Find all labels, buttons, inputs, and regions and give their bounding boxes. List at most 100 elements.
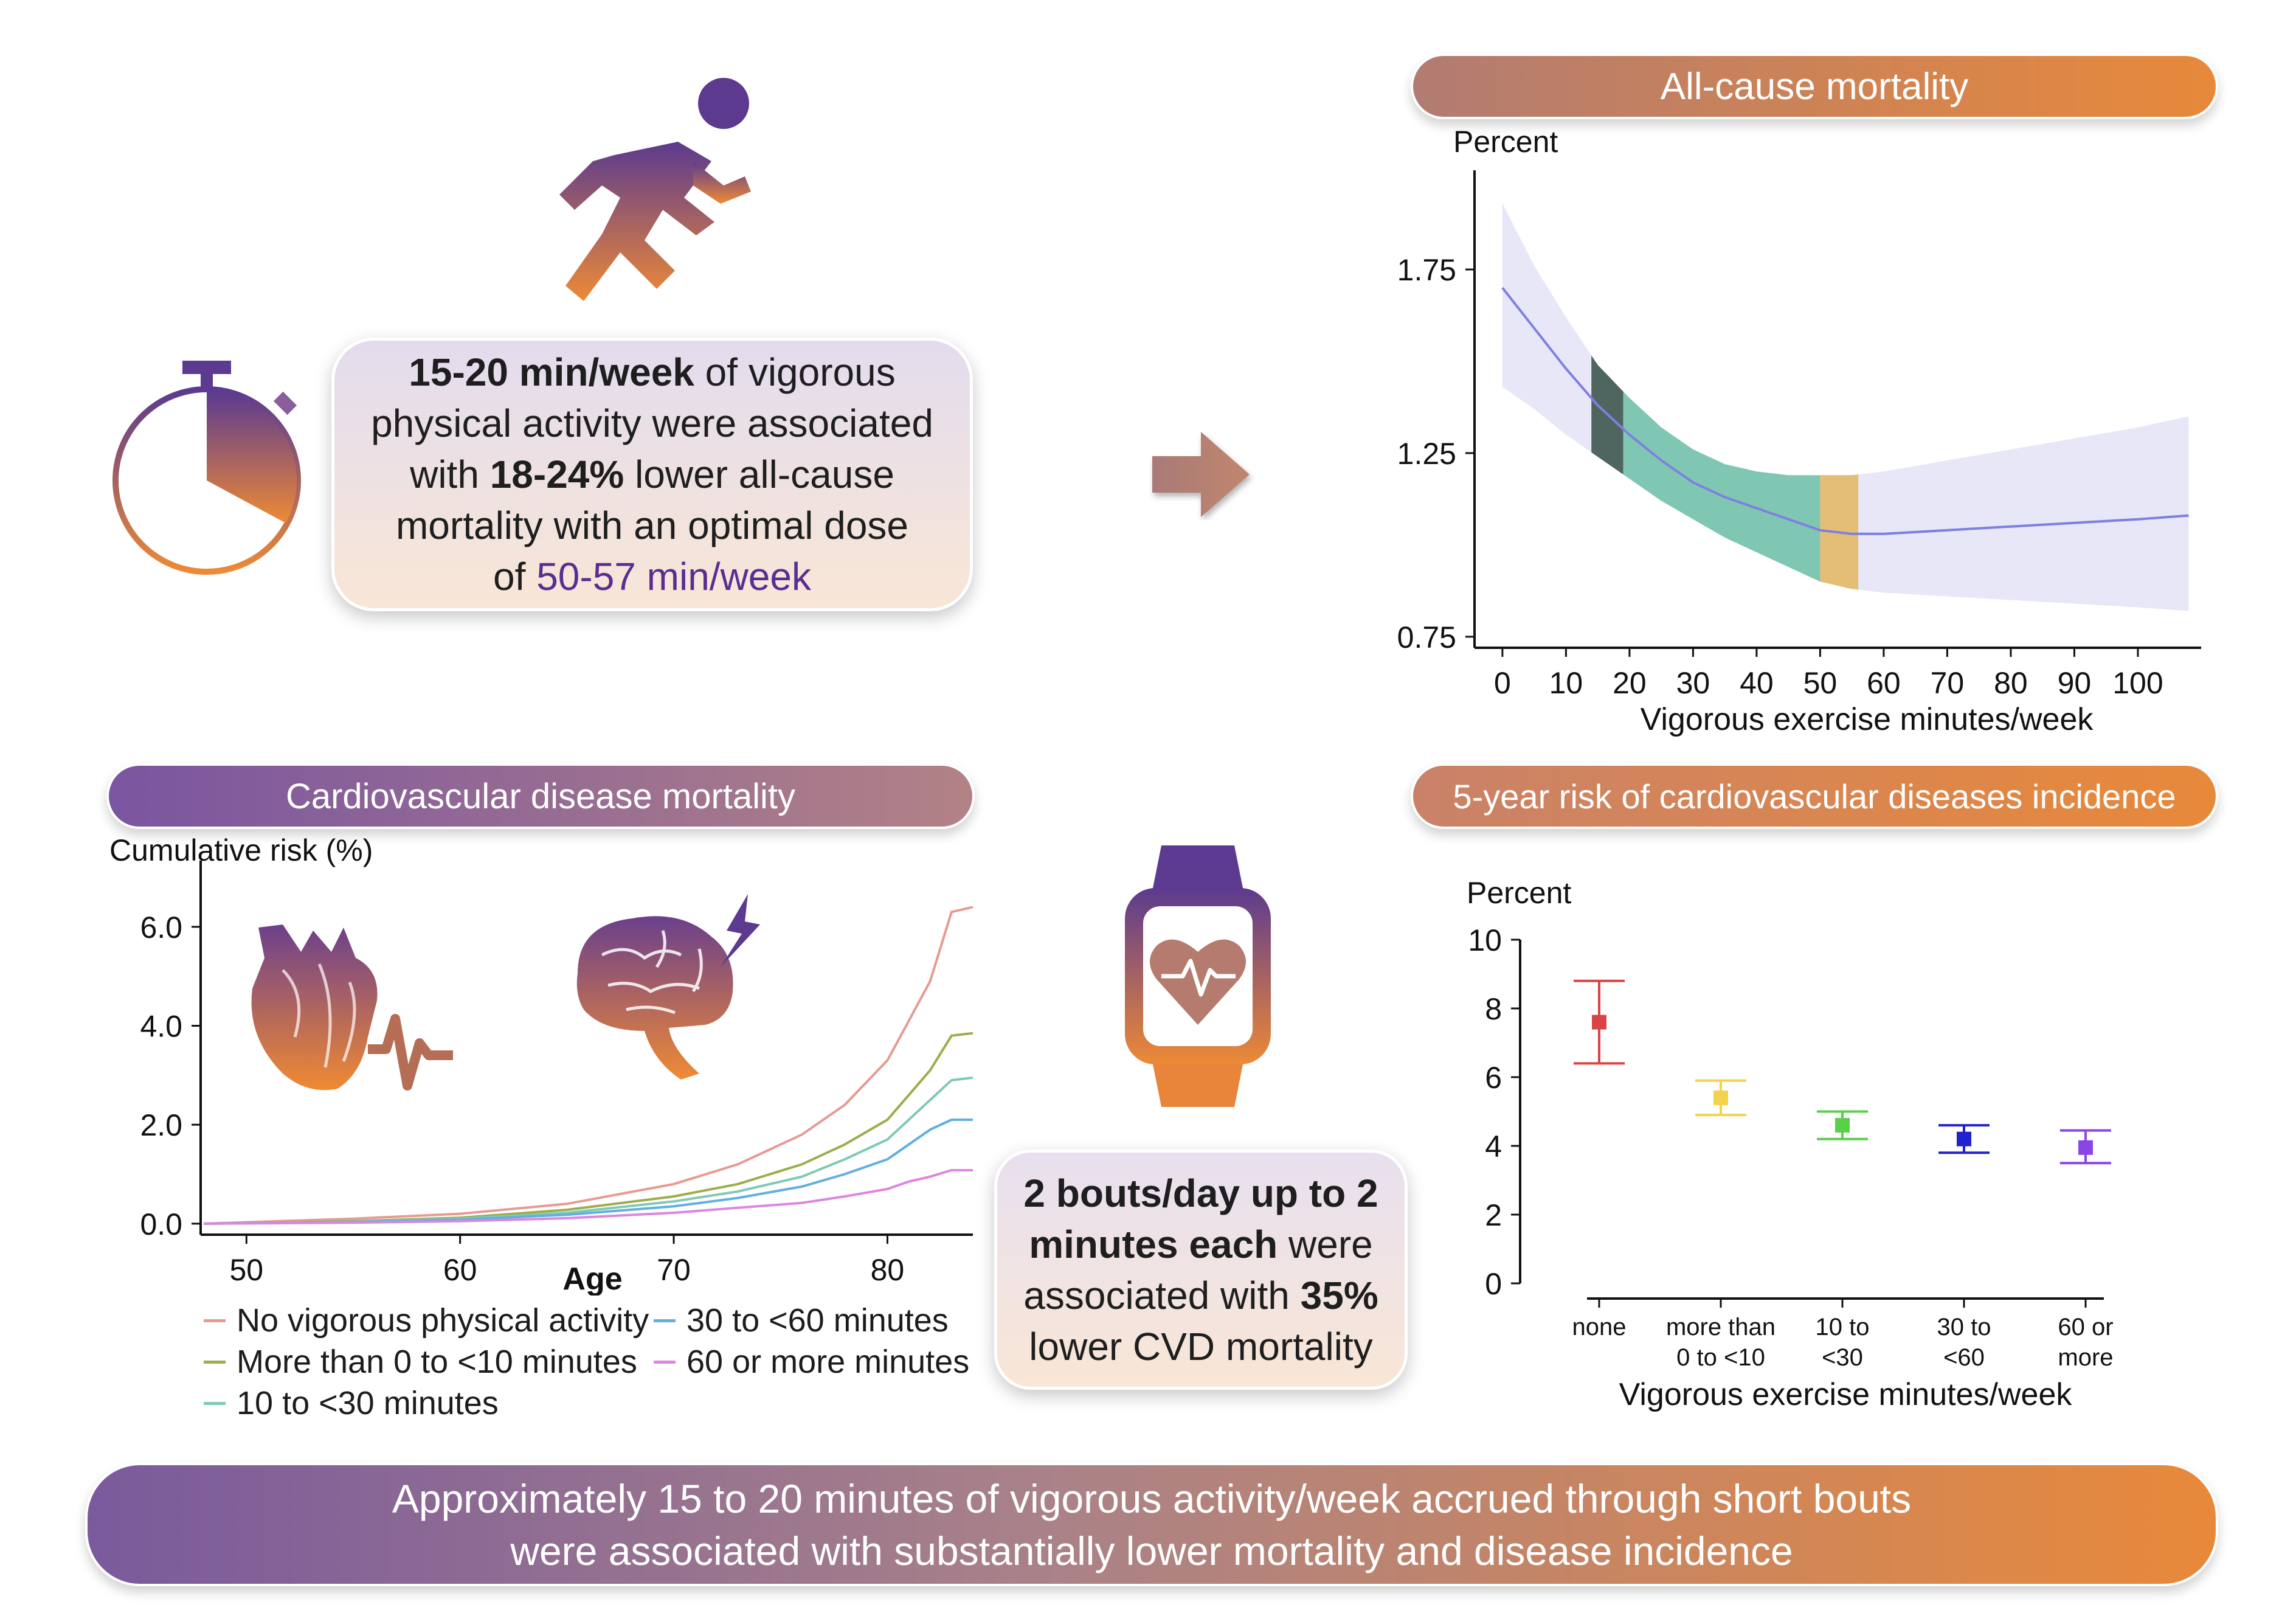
y-axis-label: Percent	[1453, 125, 1558, 159]
legend-swatch	[654, 1360, 676, 1364]
cvd-mortality-title: Cardiovascular disease mortality	[106, 763, 975, 829]
x-tick-label: 70	[1931, 666, 1965, 700]
series-line	[203, 1076, 973, 1225]
legend-label: No vigorous physical activity	[237, 1302, 649, 1339]
cvd-incidence-title: 5-year risk of cardiovascular diseases i…	[1411, 763, 2218, 829]
duration-highlight: 15-20 min/week	[409, 350, 694, 394]
x-tick-label: 10 to	[1816, 1314, 1870, 1341]
legend-swatch	[204, 1319, 226, 1322]
brain-icon	[576, 894, 760, 1080]
chart-title: All-cause mortality	[1660, 65, 1969, 108]
x-tick-label: 80	[871, 1253, 905, 1287]
y-tick-label: 6	[1485, 1061, 1502, 1095]
card-text: mortality with an optimal dose	[395, 504, 909, 547]
card-text: lower all-cause	[624, 453, 894, 496]
vigorous-activity-summary-card: 15-20 min/week of vigorous physical acti…	[331, 338, 973, 611]
short-bouts-summary-card: 2 bouts/day up to 2 minutes each were as…	[994, 1150, 1408, 1390]
x-tick-label: 0 to <10	[1676, 1344, 1765, 1371]
all-cause-mortality-chart: 0.75 1.25 1.75 0 10 20 30 40 50 60 70 80 90 100 Percen…	[1397, 125, 2201, 737]
heart-anatomy-icon	[251, 924, 453, 1091]
percent-highlight: 35%	[1300, 1273, 1378, 1317]
x-tick-label: more	[2058, 1344, 2113, 1371]
x-tick-label: more than	[1666, 1314, 1776, 1341]
y-tick-label: 0.0	[140, 1207, 182, 1241]
card-text: physical activity were associated	[371, 401, 933, 445]
cvd-mortality-chart: 0.0 2.0 4.0 6.0 50 60 70 80 Cumulative risk (%) A…	[109, 833, 973, 1296]
card-text: of vigorous	[694, 350, 896, 394]
x-tick-label: 90	[2058, 666, 2092, 700]
y-axis-label: Cumulative risk (%)	[109, 833, 373, 867]
x-tick-label: 30	[1676, 666, 1710, 700]
y-tick-label: 4	[1485, 1129, 1502, 1164]
series-line	[203, 1119, 973, 1225]
conclusion-line-1: Approximately 15 to 20 minutes of vigoro…	[392, 1476, 1912, 1521]
legend-swatch	[204, 1360, 226, 1364]
x-tick-label: 80	[1994, 666, 2028, 700]
highlight-band	[1623, 391, 1821, 582]
x-tick-label: 40	[1740, 666, 1774, 700]
legend-item: 30 to <60 minutes	[654, 1302, 949, 1339]
series-line	[203, 1169, 973, 1225]
all-cause-mortality-title: All-cause mortality	[1411, 54, 2218, 119]
x-axis-label: Vigorous exercise minutes/week	[1619, 1377, 2073, 1412]
legend-label: 30 to <60 minutes	[686, 1302, 949, 1339]
runner-icon	[559, 78, 751, 301]
x-tick-label: 70	[657, 1253, 691, 1287]
x-tick-label: 50	[1803, 666, 1838, 700]
series-line	[203, 906, 973, 1225]
card-text: with	[410, 453, 490, 496]
y-axis-label: Percent	[1467, 876, 1571, 910]
y-tick-label: 0	[1485, 1267, 1502, 1301]
legend-item: More than 0 to <10 minutes	[204, 1343, 637, 1381]
card-text: 2 bouts/day up to 2	[1023, 1171, 1378, 1215]
y-tick-label: 8	[1485, 992, 1502, 1026]
legend-swatch	[204, 1401, 226, 1405]
y-tick-label: 0.75	[1397, 620, 1456, 654]
card-text: lower CVD mortality	[1029, 1324, 1373, 1368]
x-tick-label: 10	[1549, 666, 1583, 700]
x-axis-label: Age	[562, 1261, 622, 1296]
x-axis-label: Vigorous exercise minutes/week	[1641, 702, 2094, 737]
data-point	[1835, 1118, 1850, 1133]
chart-title: 5-year risk of cardiovascular diseases i…	[1453, 777, 2176, 816]
stopwatch-icon	[112, 361, 301, 575]
optimal-dose-highlight: 50-57 min/week	[536, 555, 811, 598]
y-tick-label: 10	[1468, 923, 1502, 957]
data-point	[1957, 1131, 1971, 1146]
conclusion-line-2: were associated with substantially lower…	[510, 1528, 1793, 1573]
x-tick-label: 60	[443, 1253, 477, 1287]
arrow-right-icon	[1152, 432, 1250, 517]
card-text: of	[493, 555, 537, 598]
x-tick-label: <30	[1822, 1344, 1863, 1371]
x-tick-label: 20	[1613, 666, 1647, 700]
x-tick-label: 50	[229, 1253, 263, 1287]
x-tick-label: <60	[1943, 1344, 1985, 1371]
card-text: were	[1278, 1222, 1373, 1266]
x-tick-label: 100	[2112, 666, 2163, 700]
y-tick-label: 2.0	[140, 1108, 182, 1142]
x-tick-label: none	[1572, 1314, 1627, 1341]
x-tick-label: 30 to	[1937, 1314, 1991, 1341]
y-tick-label: 2	[1485, 1198, 1502, 1232]
card-text: associated with	[1023, 1273, 1301, 1317]
x-tick-label: 0	[1494, 666, 1511, 700]
cvd-incidence-chart: 0 2 4 6 8 10 none more than 0 to <10 10 to <30 30 t…	[1467, 876, 2114, 1412]
legend-item: No vigorous physical activity	[204, 1302, 649, 1339]
x-tick-label: 60	[1867, 666, 1901, 700]
legend-label: 10 to <30 minutes	[237, 1385, 499, 1421]
legend-item: 10 to <30 minutes	[204, 1384, 499, 1422]
x-tick-label: 60 or	[2058, 1314, 2113, 1341]
data-point	[1592, 1015, 1606, 1030]
legend-swatch	[654, 1319, 676, 1322]
y-tick-label: 1.25	[1397, 437, 1456, 471]
legend-label: More than 0 to <10 minutes	[237, 1344, 637, 1380]
series-line	[1501, 286, 2189, 535]
data-point	[2078, 1140, 2093, 1155]
data-point	[1713, 1090, 1728, 1105]
smartwatch-icon	[1125, 845, 1271, 1107]
legend-item: 60 or more minutes	[654, 1343, 969, 1381]
y-tick-label: 6.0	[140, 911, 182, 945]
chart-title: Cardiovascular disease mortality	[285, 776, 796, 816]
y-tick-label: 1.75	[1397, 253, 1456, 287]
percent-highlight: 18-24%	[489, 453, 624, 496]
